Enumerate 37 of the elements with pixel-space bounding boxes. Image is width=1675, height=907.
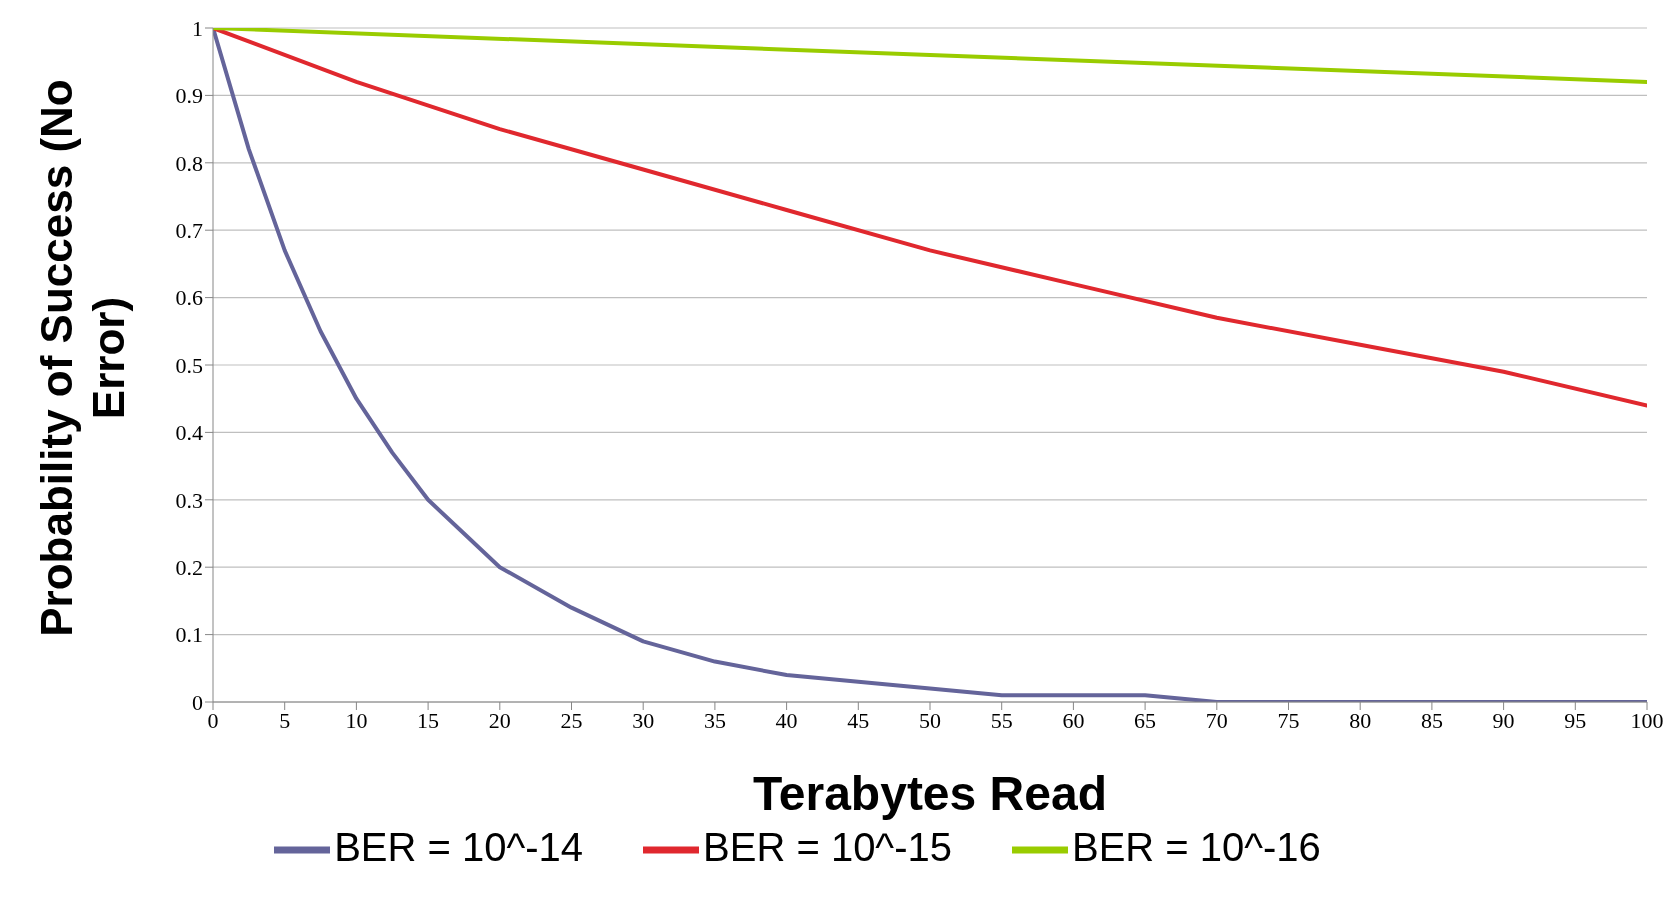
x-tick-label: 5 bbox=[279, 707, 291, 733]
y-tick-label: 0.3 bbox=[175, 487, 203, 513]
y-tick-label: 0.5 bbox=[175, 352, 203, 378]
x-tick-label: 75 bbox=[1277, 707, 1300, 733]
x-tick-label: 10 bbox=[345, 707, 368, 733]
x-tick-label: 65 bbox=[1134, 707, 1157, 733]
y-axis-title: Probability of Success (No Error) bbox=[31, 78, 134, 639]
line-series bbox=[213, 28, 1647, 408]
y-tick-label: 0.6 bbox=[175, 285, 203, 311]
x-tick-label: 60 bbox=[1062, 707, 1085, 733]
x-tick-label: 55 bbox=[990, 707, 1013, 733]
x-tick-label: 45 bbox=[847, 707, 870, 733]
x-tick-label: 20 bbox=[488, 707, 511, 733]
legend-label: BER = 10^-14 bbox=[334, 824, 584, 869]
y-tick-label: 0.4 bbox=[175, 420, 203, 446]
x-tick-label: 40 bbox=[775, 707, 798, 733]
x-tick-label: 100 bbox=[1630, 707, 1664, 733]
x-tick-label: 85 bbox=[1420, 707, 1443, 733]
x-tick-label: 25 bbox=[560, 707, 583, 733]
x-tick-label: 30 bbox=[632, 707, 655, 733]
x-tick-label: 95 bbox=[1564, 707, 1587, 733]
x-tick-label: 15 bbox=[417, 707, 440, 733]
legend-label: BER = 10^-15 bbox=[703, 824, 952, 869]
y-tick-label: 0.9 bbox=[175, 83, 203, 109]
x-tick-label: 90 bbox=[1492, 707, 1515, 733]
x-tick-label: 35 bbox=[703, 707, 726, 733]
legend-label: BER = 10^-16 bbox=[1071, 824, 1321, 869]
x-tick-label: 50 bbox=[919, 707, 941, 733]
y-tick-label: 0.1 bbox=[175, 622, 203, 648]
x-tick-label: 70 bbox=[1205, 707, 1228, 733]
y-tick-label: 0.8 bbox=[175, 150, 203, 176]
y-tick-label: 0.2 bbox=[175, 555, 203, 581]
x-tick-label: 80 bbox=[1349, 707, 1372, 733]
y-tick-label: 1 bbox=[192, 15, 203, 41]
x-axis-title: Terabytes Read bbox=[753, 767, 1107, 820]
y-tick-label: 0.7 bbox=[175, 218, 203, 244]
y-tick-label: 0 bbox=[192, 689, 203, 715]
